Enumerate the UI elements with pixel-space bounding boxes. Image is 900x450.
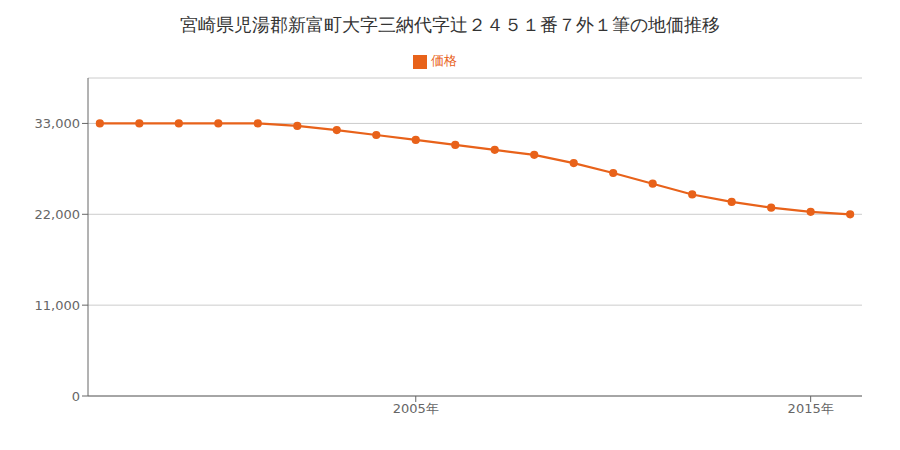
svg-text:0: 0 <box>72 389 80 404</box>
svg-text:2015年: 2015年 <box>788 401 834 416</box>
svg-text:11,000: 11,000 <box>35 298 81 313</box>
svg-text:2005年: 2005年 <box>393 401 439 416</box>
html-text:宮崎県児湯郡新富町大字三納代字辻２４５１番７外１筆の地価推移: 宮崎県児湯郡新富町大字三納代字辻２４５１番７外１筆の地価推移 <box>180 14 720 35</box>
svg-text:33,000: 33,000 <box>35 116 81 131</box>
svg-text:22,000: 22,000 <box>35 207 81 222</box>
html-text:価格: 価格 <box>431 53 457 68</box>
